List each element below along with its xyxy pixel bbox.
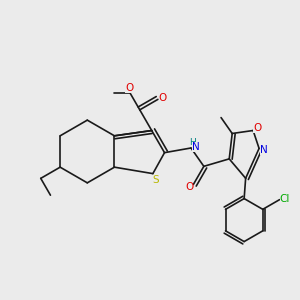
Text: N: N [192, 142, 200, 152]
Text: O: O [158, 94, 167, 103]
Text: Cl: Cl [280, 194, 290, 204]
Text: O: O [185, 182, 193, 192]
Text: O: O [254, 123, 262, 133]
Text: O: O [125, 83, 133, 93]
Text: N: N [260, 145, 268, 155]
Text: H: H [189, 138, 196, 147]
Text: S: S [153, 175, 159, 185]
